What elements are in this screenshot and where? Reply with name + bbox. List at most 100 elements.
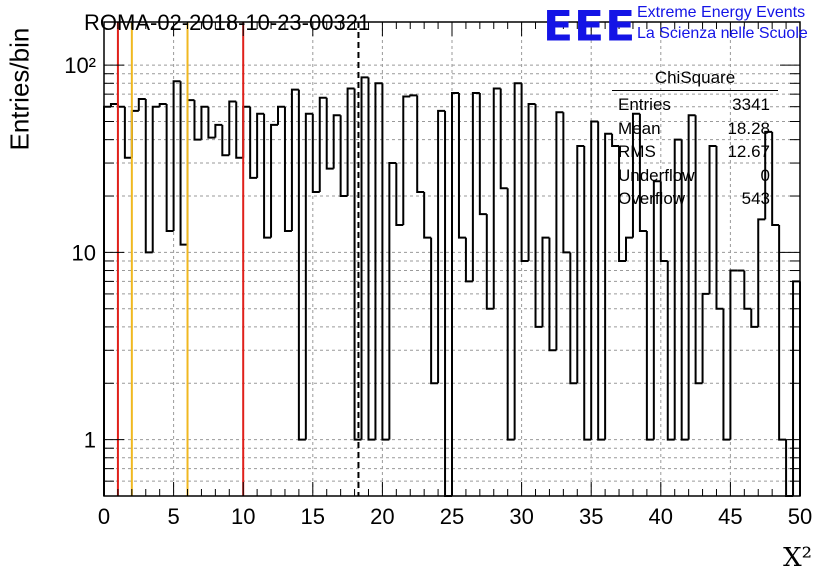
histogram-bin	[548, 237, 557, 352]
stats-title: ChiSquare	[612, 68, 778, 91]
histogram-bin	[270, 123, 278, 238]
histogram-bin	[604, 132, 613, 440]
histogram-bin	[137, 97, 146, 111]
histogram-bin	[687, 114, 696, 440]
histogram-bin	[360, 76, 369, 440]
histogram-bin	[228, 100, 237, 156]
x-tick-label: 40	[649, 504, 673, 529]
stats-row-overflow: Overflow 543	[612, 187, 778, 211]
histogram-bin	[109, 103, 118, 107]
stats-label: Mean	[618, 118, 661, 138]
x-tick-label: 35	[579, 504, 603, 529]
histogram-bin	[395, 163, 404, 227]
histogram-bin	[325, 97, 334, 170]
y-tick-label: 10	[72, 240, 96, 265]
histogram-bin	[318, 96, 327, 193]
histogram-bin	[680, 139, 689, 441]
histogram-bin	[492, 87, 501, 309]
histogram-bin	[757, 218, 766, 327]
histogram-bin	[332, 114, 341, 169]
histogram-bin	[130, 109, 139, 158]
histogram-bin	[771, 131, 780, 227]
histogram-bin	[638, 113, 647, 233]
histogram-bin	[297, 89, 306, 441]
histogram-bin	[151, 105, 160, 253]
histogram-bin	[304, 112, 313, 440]
histogram-bin	[562, 112, 571, 254]
histogram-bin	[666, 260, 675, 441]
histogram-bin	[207, 106, 216, 139]
histogram-bin	[541, 236, 550, 327]
stats-value: 543	[741, 189, 770, 208]
histogram-bin	[457, 93, 466, 239]
histogram-bin	[485, 214, 494, 310]
histogram-bin	[792, 280, 800, 496]
histogram-bin	[172, 80, 181, 232]
x-tick-label: 45	[718, 504, 742, 529]
histogram-bin	[597, 121, 606, 441]
plot-frame-layer	[103, 21, 801, 497]
eee-logo-line-2: La Scienza nelle Scuole	[637, 25, 808, 42]
histogram-bin	[555, 111, 564, 351]
histogram-bin	[513, 82, 522, 440]
histogram-bin	[715, 146, 724, 310]
histogram-bin	[430, 237, 439, 385]
histogram-bin	[631, 112, 640, 238]
histogram-bin	[346, 87, 355, 197]
histogram-bin	[437, 109, 446, 384]
histogram-bin	[103, 105, 111, 496]
stats-row-mean: Mean 18.28	[612, 117, 778, 141]
histogram-bin	[290, 88, 299, 232]
histogram-bin	[123, 106, 132, 159]
chart-title: ROMA-02-2018-10-23-00321	[84, 10, 371, 35]
stats-label: Overflow	[618, 189, 686, 208]
stats-row-underflow: Underflow 0	[612, 164, 778, 188]
x-tick-label: 0	[98, 504, 110, 529]
histogram-bin	[423, 192, 432, 239]
histogram-bin	[374, 82, 383, 440]
histogram-bin	[750, 308, 759, 328]
histogram-bin	[214, 123, 223, 138]
histogram-bin	[694, 115, 703, 385]
histogram-bin	[569, 252, 578, 385]
histogram-bin	[534, 104, 543, 328]
stats-label: Underflow	[618, 165, 695, 185]
stats-label: RMS	[618, 142, 656, 161]
histogram-bin	[576, 145, 585, 384]
histogram-bin	[583, 146, 592, 441]
y-tick-label: 1	[84, 428, 96, 453]
histogram-bin	[263, 113, 272, 239]
histogram-bin	[659, 181, 668, 262]
histogram-bin	[506, 188, 515, 441]
x-tick-label: 10	[231, 504, 255, 529]
x-tick-label: 20	[370, 504, 394, 529]
y-tick-label: 10²	[64, 53, 96, 78]
reference-lines-layer	[116, 22, 360, 496]
histogram-bin	[353, 88, 362, 441]
histogram-bin	[444, 110, 452, 497]
stats-value: 12.67	[727, 142, 770, 161]
histogram-bin	[652, 180, 661, 440]
histogram-bin	[283, 106, 292, 233]
histogram-bin	[778, 225, 787, 441]
y-tick-labels: 1 10 10²	[64, 53, 96, 452]
histogram-bin	[590, 120, 599, 440]
histogram-bin	[645, 231, 654, 441]
x-axis-label: X²	[783, 543, 812, 572]
histogram-bin	[242, 105, 251, 158]
histogram-bin	[451, 92, 459, 496]
y-axis-label: Entries/bin	[4, 27, 35, 151]
histogram-bin	[116, 104, 125, 108]
histogram-bin	[409, 94, 418, 97]
histogram-bin	[722, 308, 731, 441]
histogram-bin	[381, 83, 390, 441]
histogram-bin	[193, 100, 202, 141]
stats-value: 0	[760, 165, 770, 185]
histogram-bin	[764, 130, 773, 220]
histogram-bin	[402, 95, 411, 226]
x-tick-label: 30	[509, 504, 533, 529]
histogram-bin	[256, 112, 265, 178]
x-tick-label: 15	[301, 504, 325, 529]
histogram-bin	[625, 236, 633, 261]
